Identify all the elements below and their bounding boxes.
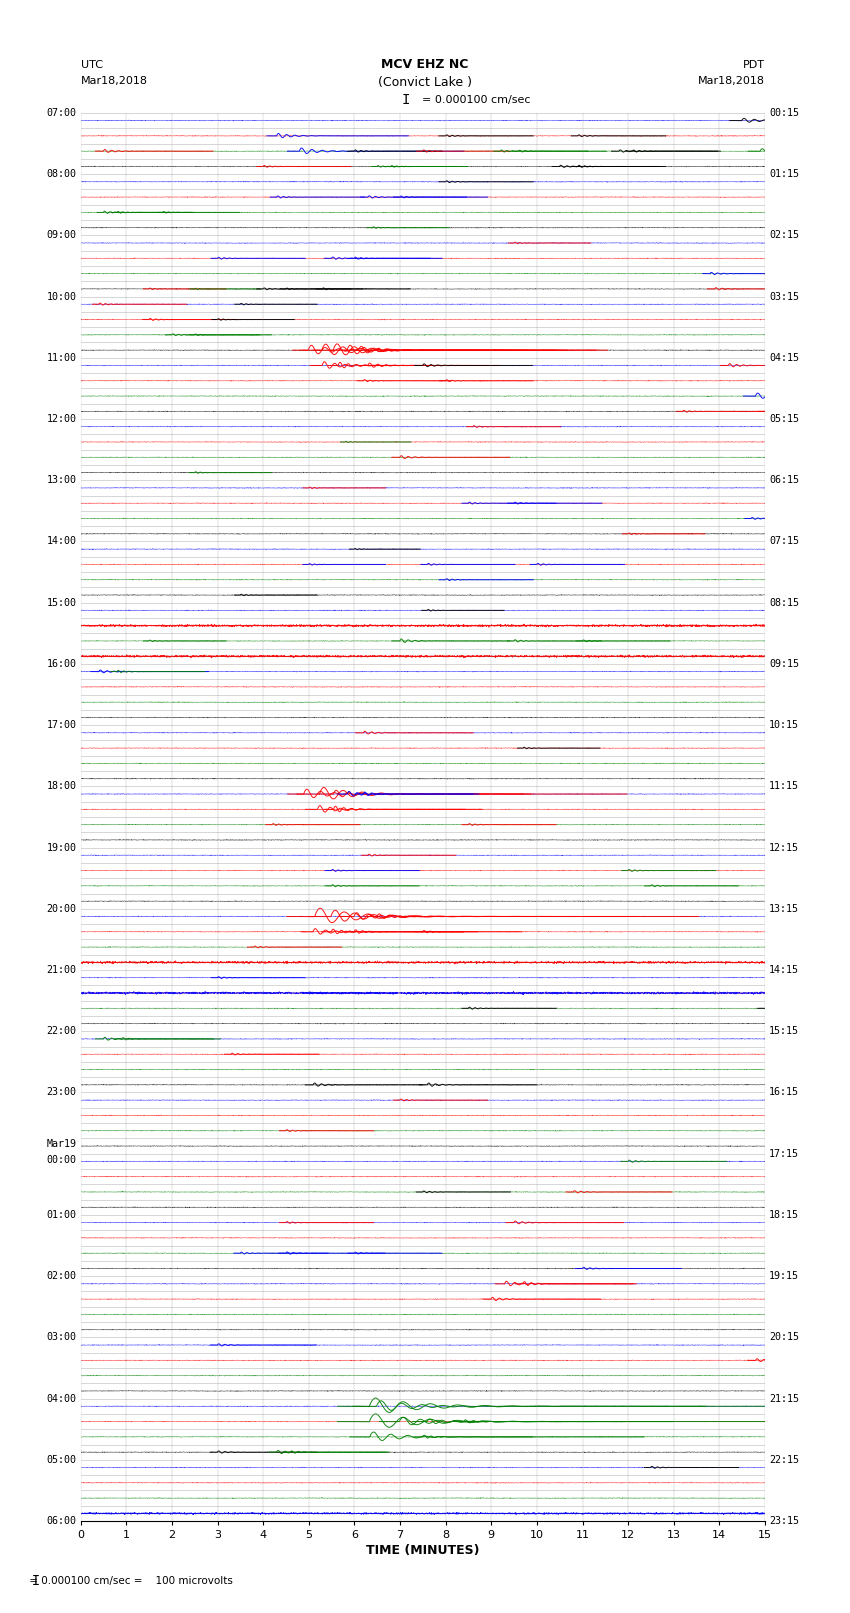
Text: 09:15: 09:15 [769,660,799,669]
Text: 16:15: 16:15 [769,1087,799,1097]
Text: 11:00: 11:00 [47,353,76,363]
Text: 06:15: 06:15 [769,476,799,486]
Text: 11:15: 11:15 [769,781,799,792]
Text: 22:00: 22:00 [47,1026,76,1036]
Text: 06:00: 06:00 [47,1516,76,1526]
Text: 18:00: 18:00 [47,781,76,792]
Text: 17:00: 17:00 [47,719,76,731]
Text: 20:15: 20:15 [769,1332,799,1342]
Text: 21:15: 21:15 [769,1394,799,1403]
Text: 14:00: 14:00 [47,537,76,547]
Text: 22:15: 22:15 [769,1455,799,1465]
Text: 08:15: 08:15 [769,598,799,608]
Text: PDT: PDT [743,60,765,69]
Text: 05:15: 05:15 [769,415,799,424]
Text: 09:00: 09:00 [47,231,76,240]
Text: 03:00: 03:00 [47,1332,76,1342]
Text: = 0.000100 cm/sec =    100 microvolts: = 0.000100 cm/sec = 100 microvolts [26,1576,232,1586]
Text: 21:00: 21:00 [47,965,76,974]
Text: 04:00: 04:00 [47,1394,76,1403]
Text: 13:15: 13:15 [769,903,799,915]
Text: 10:00: 10:00 [47,292,76,302]
Text: 20:00: 20:00 [47,903,76,915]
Text: 23:15: 23:15 [769,1516,799,1526]
Text: I: I [15,1574,41,1587]
Text: 13:00: 13:00 [47,476,76,486]
Text: 02:15: 02:15 [769,231,799,240]
Text: MCV EHZ NC: MCV EHZ NC [382,58,468,71]
Text: 15:15: 15:15 [769,1026,799,1036]
Text: 01:15: 01:15 [769,169,799,179]
Text: (Convict Lake ): (Convict Lake ) [378,76,472,89]
Text: 12:00: 12:00 [47,415,76,424]
Text: 19:00: 19:00 [47,842,76,853]
Text: UTC: UTC [81,60,103,69]
Text: 08:00: 08:00 [47,169,76,179]
Text: 10:15: 10:15 [769,719,799,731]
Text: 23:00: 23:00 [47,1087,76,1097]
Text: 16:00: 16:00 [47,660,76,669]
Text: 17:15: 17:15 [769,1148,799,1158]
Text: 14:15: 14:15 [769,965,799,974]
Text: 02:00: 02:00 [47,1271,76,1281]
Text: 15:00: 15:00 [47,598,76,608]
X-axis label: TIME (MINUTES): TIME (MINUTES) [366,1544,479,1557]
Text: 03:15: 03:15 [769,292,799,302]
Text: Mar18,2018: Mar18,2018 [81,76,148,85]
Text: 05:00: 05:00 [47,1455,76,1465]
Text: I: I [402,94,411,106]
Text: 00:00: 00:00 [47,1155,76,1165]
Text: 19:15: 19:15 [769,1271,799,1281]
Text: 01:00: 01:00 [47,1210,76,1219]
Text: Mar19: Mar19 [47,1139,76,1148]
Text: 18:15: 18:15 [769,1210,799,1219]
Text: 07:00: 07:00 [47,108,76,118]
Text: = 0.000100 cm/sec: = 0.000100 cm/sec [422,95,531,105]
Text: 00:15: 00:15 [769,108,799,118]
Text: 04:15: 04:15 [769,353,799,363]
Text: Mar18,2018: Mar18,2018 [698,76,765,85]
Text: 12:15: 12:15 [769,842,799,853]
Text: 07:15: 07:15 [769,537,799,547]
